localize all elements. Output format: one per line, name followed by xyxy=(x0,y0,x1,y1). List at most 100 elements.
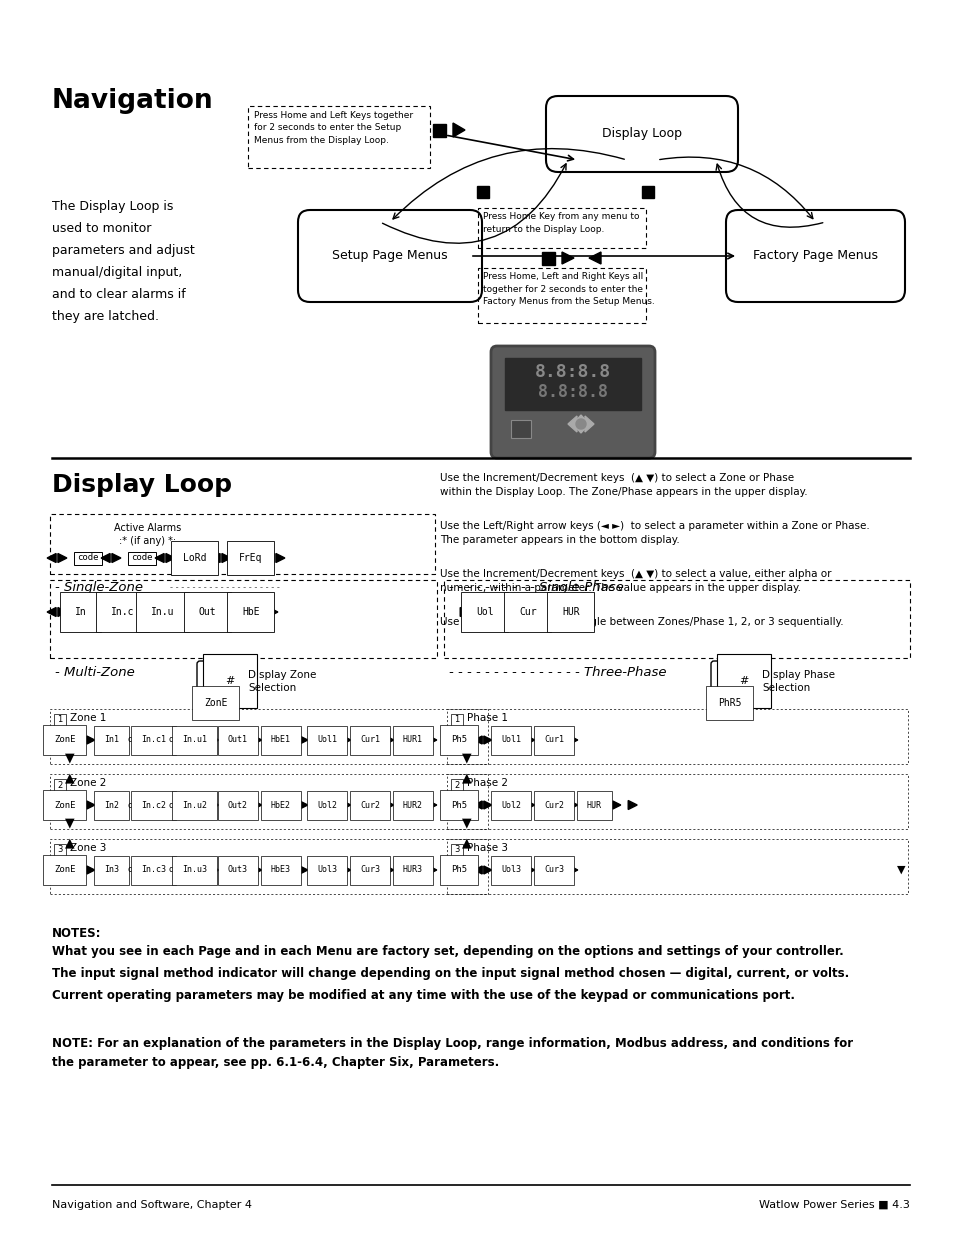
Polygon shape xyxy=(526,866,535,874)
Text: In.u2: In.u2 xyxy=(182,800,207,809)
Bar xyxy=(451,844,462,856)
Bar xyxy=(248,106,430,168)
Text: Uol3: Uol3 xyxy=(500,866,520,874)
Text: Navigation: Navigation xyxy=(52,88,213,114)
Polygon shape xyxy=(211,866,218,874)
Text: code: code xyxy=(132,553,152,562)
Polygon shape xyxy=(567,416,577,432)
Text: Uol3: Uol3 xyxy=(316,866,336,874)
Polygon shape xyxy=(211,736,218,743)
Bar xyxy=(477,268,645,324)
Polygon shape xyxy=(222,553,231,562)
Polygon shape xyxy=(333,736,341,743)
Polygon shape xyxy=(474,866,481,874)
Text: Uol1: Uol1 xyxy=(316,736,336,745)
Text: ▲: ▲ xyxy=(65,836,74,850)
Polygon shape xyxy=(517,866,525,874)
Text: Setup Page Menus: Setup Page Menus xyxy=(332,249,447,263)
Text: Active Alarms: Active Alarms xyxy=(114,522,181,534)
Polygon shape xyxy=(483,802,492,809)
Polygon shape xyxy=(112,553,121,562)
Text: Cur: Cur xyxy=(518,606,536,618)
Polygon shape xyxy=(720,673,729,680)
Text: Out2: Out2 xyxy=(228,800,248,809)
Polygon shape xyxy=(166,553,174,562)
Bar xyxy=(50,839,488,894)
Polygon shape xyxy=(602,802,611,809)
Text: ZonE: ZonE xyxy=(54,800,75,809)
Text: #: # xyxy=(225,676,234,685)
Polygon shape xyxy=(253,866,261,874)
Polygon shape xyxy=(720,680,729,689)
Polygon shape xyxy=(588,252,600,264)
Text: Use the Increment/Decrement keys  (▲ ▼) to select a Zone or Phase
within the Dis: Use the Increment/Decrement keys (▲ ▼) t… xyxy=(439,473,807,496)
Text: Cur3: Cur3 xyxy=(543,866,563,874)
Polygon shape xyxy=(47,608,56,616)
Text: Display Loop: Display Loop xyxy=(52,473,232,496)
Polygon shape xyxy=(569,866,578,874)
Text: Ph5: Ph5 xyxy=(451,736,467,745)
Text: In3: In3 xyxy=(104,866,119,874)
Polygon shape xyxy=(244,802,252,809)
Text: LoRd: LoRd xyxy=(183,553,206,563)
Text: HUR3: HUR3 xyxy=(402,866,422,874)
Polygon shape xyxy=(428,866,436,874)
Text: Uol2: Uol2 xyxy=(500,800,520,809)
Polygon shape xyxy=(244,866,252,874)
Text: Watlow Power Series ■ 4.3: Watlow Power Series ■ 4.3 xyxy=(759,1200,909,1210)
Polygon shape xyxy=(544,608,554,616)
Bar xyxy=(542,252,555,264)
Polygon shape xyxy=(584,416,594,432)
Text: - Multi-Zone: - Multi-Zone xyxy=(55,667,134,679)
Text: #: # xyxy=(739,676,748,685)
Text: PhR5: PhR5 xyxy=(718,698,740,708)
Polygon shape xyxy=(47,553,56,562)
Bar xyxy=(50,774,488,829)
Text: or: or xyxy=(128,736,136,745)
Text: Cur1: Cur1 xyxy=(543,736,563,745)
Text: HUR1: HUR1 xyxy=(402,736,422,745)
Polygon shape xyxy=(201,802,209,809)
Polygon shape xyxy=(290,866,298,874)
Polygon shape xyxy=(418,736,427,743)
Polygon shape xyxy=(269,608,277,616)
Polygon shape xyxy=(213,608,223,616)
Text: Uol2: Uol2 xyxy=(316,800,336,809)
Text: Cur2: Cur2 xyxy=(359,800,379,809)
Text: HbE2: HbE2 xyxy=(271,800,291,809)
Text: - Single-Zone: - Single-Zone xyxy=(55,580,143,594)
Text: In.c3: In.c3 xyxy=(141,866,166,874)
Text: HUR: HUR xyxy=(561,606,579,618)
Text: In: In xyxy=(75,606,87,618)
Polygon shape xyxy=(526,736,535,743)
Polygon shape xyxy=(428,736,436,743)
Text: In.c: In.c xyxy=(111,606,134,618)
Text: In.c1: In.c1 xyxy=(141,736,166,745)
Polygon shape xyxy=(211,553,220,562)
Polygon shape xyxy=(211,802,218,809)
Polygon shape xyxy=(627,800,637,809)
Polygon shape xyxy=(491,608,499,616)
Text: HbE1: HbE1 xyxy=(271,736,291,745)
Polygon shape xyxy=(206,680,215,689)
FancyBboxPatch shape xyxy=(491,346,655,458)
Bar xyxy=(447,774,907,829)
Polygon shape xyxy=(418,802,427,809)
Text: - - - - - - - - - - - - - - - - - - - -: - - - - - - - - - - - - - - - - - - - - xyxy=(170,583,282,592)
Polygon shape xyxy=(483,736,492,743)
Polygon shape xyxy=(573,424,588,433)
Polygon shape xyxy=(201,736,209,743)
Text: ▲: ▲ xyxy=(461,772,472,784)
Polygon shape xyxy=(77,802,85,809)
Text: In.u: In.u xyxy=(151,606,174,618)
Text: Use the Increment/Decrement keys  (▲ ▼) to select a value, either alpha or
numer: Use the Increment/Decrement keys (▲ ▼) t… xyxy=(439,569,831,593)
Polygon shape xyxy=(244,736,252,743)
Text: The Display Loop is
used to monitor
parameters and adjust
manual/digital input,
: The Display Loop is used to monitor para… xyxy=(52,200,194,324)
Polygon shape xyxy=(453,124,464,137)
Bar xyxy=(74,552,102,564)
Text: Uol1: Uol1 xyxy=(500,736,520,745)
Text: 8.8:8.8: 8.8:8.8 xyxy=(535,363,611,382)
Polygon shape xyxy=(299,736,308,743)
Text: FrEq: FrEq xyxy=(239,553,262,563)
Polygon shape xyxy=(559,736,568,743)
